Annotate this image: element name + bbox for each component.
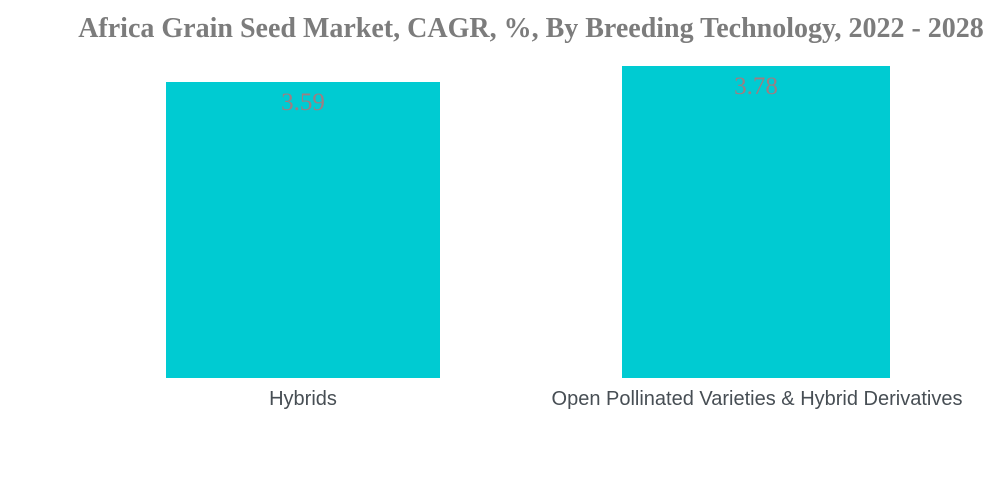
category-label-open-pollinated: Open Pollinated Varieties & Hybrid Deriv… [551, 388, 963, 410]
bar-value-label-open-pollinated: 3.78 [734, 73, 778, 100]
chart-title: Africa Grain Seed Market, CAGR, %, By Br… [78, 13, 984, 44]
bar-hybrids[interactable]: 3.59 [166, 82, 440, 378]
bar-value-label-hybrids: 3.59 [281, 89, 325, 116]
category-label-hybrids: Hybrids [269, 388, 337, 410]
bar-open-pollinated[interactable]: 3.78 [622, 66, 890, 378]
